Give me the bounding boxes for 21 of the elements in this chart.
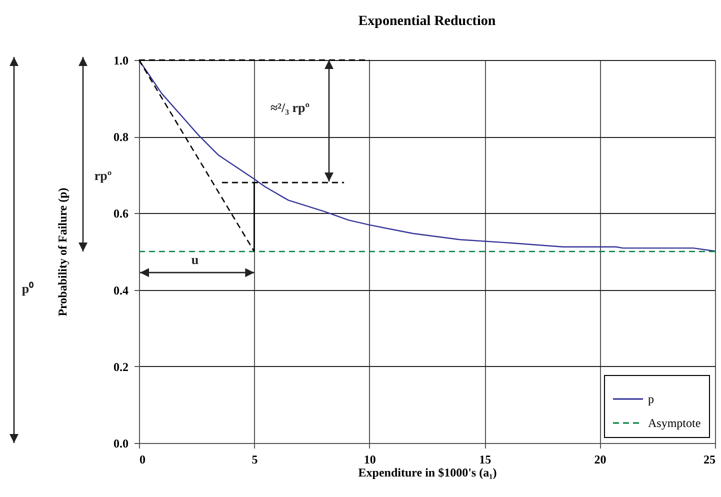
y-tick-label: 1.0 bbox=[114, 54, 128, 68]
legend-label: Asymptote bbox=[648, 416, 701, 430]
y-tick-label: 0.4 bbox=[114, 283, 128, 298]
y-tick-label: 0.2 bbox=[114, 360, 128, 374]
y-axis-title: Probability of Failure (p) bbox=[56, 188, 70, 316]
annotation: ≈²/₃ rpº bbox=[270, 100, 310, 115]
x-tick-label: 10 bbox=[364, 452, 376, 466]
x-tick-label: 20 bbox=[594, 452, 606, 466]
x-tick-label: 25 bbox=[704, 452, 716, 466]
chart-title: Exponential Reduction bbox=[358, 14, 496, 29]
x-axis-title: Expenditure in $1000's (a₁) bbox=[358, 466, 497, 480]
text: p⁰ bbox=[22, 281, 34, 296]
y-tick-label: 0.6 bbox=[114, 206, 128, 221]
text: rpº bbox=[94, 168, 112, 183]
y-tick-label: 0.8 bbox=[114, 130, 128, 144]
y-tick-label: 0.0 bbox=[114, 436, 128, 450]
x-tick-label: 5 bbox=[252, 452, 258, 466]
x-tick-label: 15 bbox=[479, 452, 492, 466]
annotation: u bbox=[191, 252, 199, 267]
x-tick-label: 0 bbox=[140, 452, 146, 466]
legend-label: p bbox=[648, 392, 654, 406]
